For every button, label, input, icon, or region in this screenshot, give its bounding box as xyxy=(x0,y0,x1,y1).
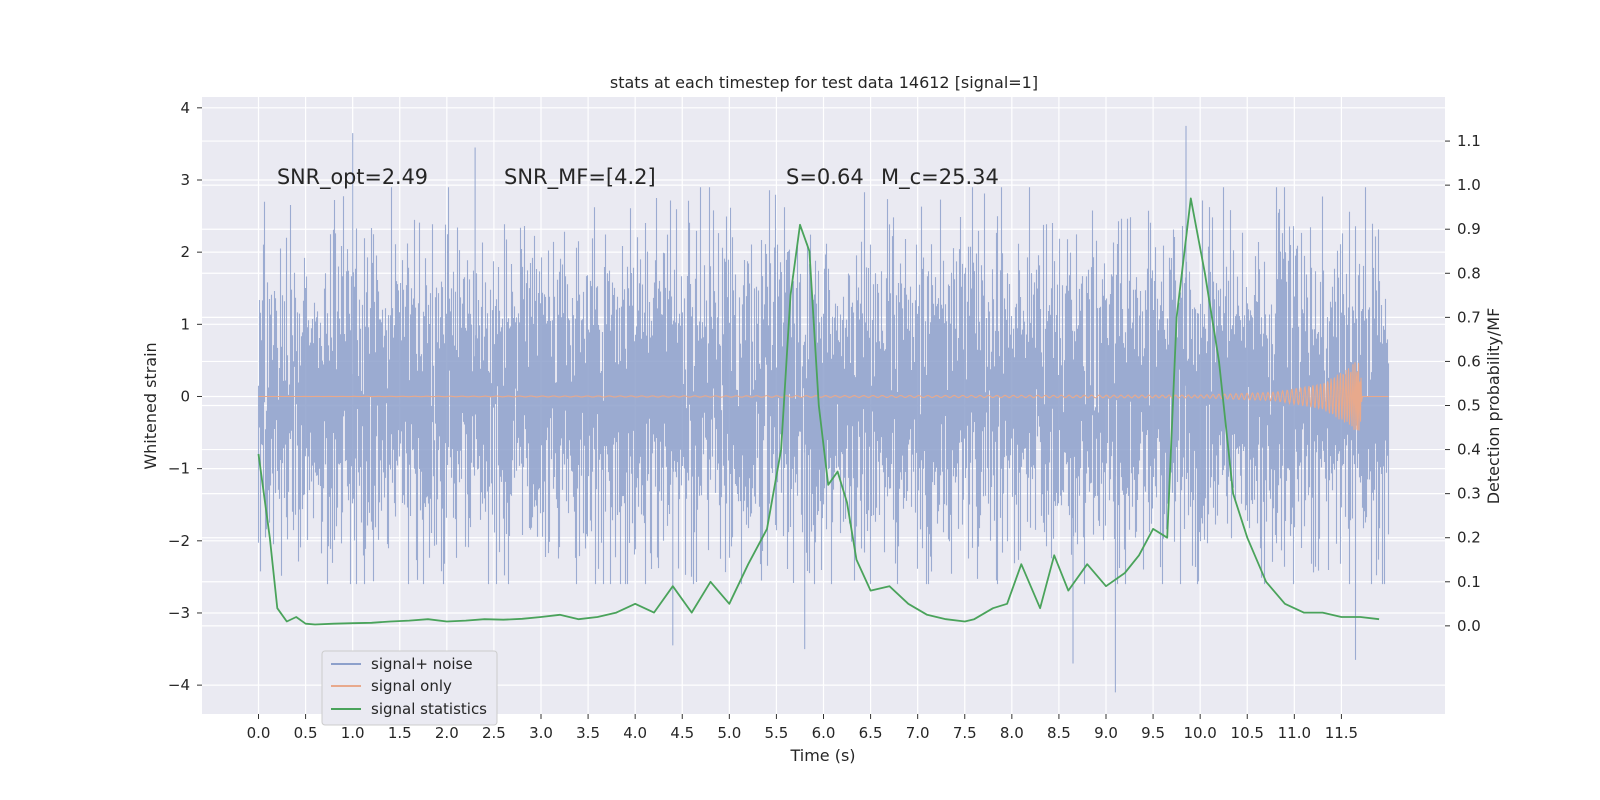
x-tick-label: 8.0 xyxy=(1000,724,1024,742)
x-tick-label: 8.5 xyxy=(1047,724,1071,742)
y-right-tick-label: 0.6 xyxy=(1457,352,1481,370)
x-tick-label: 1.0 xyxy=(341,724,365,742)
y-right-tick-label: 0.5 xyxy=(1457,397,1481,415)
legend: signal+ noise signal only signal statist… xyxy=(321,650,498,726)
y-left-tick-label: −3 xyxy=(168,604,190,622)
y-right-tick-label: 0.4 xyxy=(1457,441,1481,459)
y-left-tick-label: −1 xyxy=(168,460,190,478)
x-tick-label: 10.0 xyxy=(1183,724,1216,742)
annotation-snr-opt: SNR_opt=2.49 xyxy=(277,165,428,190)
signal-plus-noise-series xyxy=(257,125,1390,693)
y-left-tick-label: 2 xyxy=(180,243,190,261)
x-tick-label: 4.0 xyxy=(623,724,647,742)
y-axis-left-ticks: −4 −3 −2 −1 0 1 2 3 4 xyxy=(168,99,202,694)
x-tick-label: 5.0 xyxy=(717,724,741,742)
y-right-tick-label: 0.1 xyxy=(1457,573,1481,591)
x-tick-label: 5.5 xyxy=(764,724,788,742)
x-tick-label: 3.0 xyxy=(529,724,553,742)
annotation-snr-mf: SNR_MF=[4.2] xyxy=(504,165,656,190)
x-tick-label: 1.5 xyxy=(388,724,412,742)
x-tick-label: 11.0 xyxy=(1278,724,1311,742)
y-axis-right-label: Detection probability/MF xyxy=(1484,308,1503,505)
y-left-tick-label: 0 xyxy=(180,387,190,405)
y-right-tick-label: 0.9 xyxy=(1457,220,1481,238)
y-left-tick-label: −2 xyxy=(168,532,190,550)
y-right-tick-label: 1.1 xyxy=(1457,132,1481,150)
x-tick-label: 6.5 xyxy=(859,724,883,742)
signal-statistics-series xyxy=(257,197,1380,626)
y-right-tick-label: 0.0 xyxy=(1457,617,1481,635)
legend-label-signal-only: signal only xyxy=(371,677,452,695)
y-left-tick-label: −4 xyxy=(168,676,190,694)
x-tick-label: 7.5 xyxy=(953,724,977,742)
signal-plus-noise-line xyxy=(257,125,1390,693)
y-axis-left-label: Whitened strain xyxy=(141,342,160,469)
signal-only-line xyxy=(258,362,1389,431)
x-tick-label: 11.5 xyxy=(1325,724,1358,742)
legend-label-signal-statistics: signal statistics xyxy=(371,700,487,718)
signal-statistics-line xyxy=(257,197,1380,626)
legend-label-signal-plus-noise: signal+ noise xyxy=(371,655,473,673)
x-tick-label: 0.5 xyxy=(294,724,318,742)
x-tick-label: 4.5 xyxy=(670,724,694,742)
x-axis-label: Time (s) xyxy=(789,746,855,765)
x-tick-label: 0.0 xyxy=(247,724,271,742)
x-tick-label: 9.5 xyxy=(1141,724,1165,742)
y-right-tick-label: 0.7 xyxy=(1457,308,1481,326)
x-tick-label: 9.0 xyxy=(1094,724,1118,742)
y-right-tick-label: 0.2 xyxy=(1457,529,1481,547)
y-right-tick-label: 1.0 xyxy=(1457,176,1481,194)
signal-only-series xyxy=(258,362,1389,431)
x-tick-label: 2.0 xyxy=(435,724,459,742)
y-right-tick-label: 0.3 xyxy=(1457,485,1481,503)
annotation-mc: M_c=25.34 xyxy=(881,165,999,190)
y-left-tick-label: 3 xyxy=(180,171,190,189)
x-axis-ticks: 0.0 0.5 1.0 1.5 2.0 2.5 3.0 3.5 4.0 4.5 5.0 5.5 6.0 6… xyxy=(247,714,1358,742)
x-tick-label: 6.0 xyxy=(812,724,836,742)
y-left-tick-label: 4 xyxy=(180,99,190,117)
chart-title: stats at each timestep for test data 146… xyxy=(610,73,1038,92)
legend-box xyxy=(321,650,498,726)
x-tick-label: 3.5 xyxy=(576,724,600,742)
y-right-tick-label: 0.8 xyxy=(1457,264,1481,282)
annotation-s: S=0.64 xyxy=(786,165,864,189)
y-left-tick-label: 1 xyxy=(180,315,190,333)
y-axis-right-ticks: 0.0 0.1 0.2 0.3 0.4 0.5 0.6 0.7 0.8 0.9 1.0 1.1 xyxy=(1445,132,1481,635)
x-tick-label: 2.5 xyxy=(482,724,506,742)
x-tick-label: 7.0 xyxy=(906,724,930,742)
x-tick-label: 10.5 xyxy=(1231,724,1264,742)
